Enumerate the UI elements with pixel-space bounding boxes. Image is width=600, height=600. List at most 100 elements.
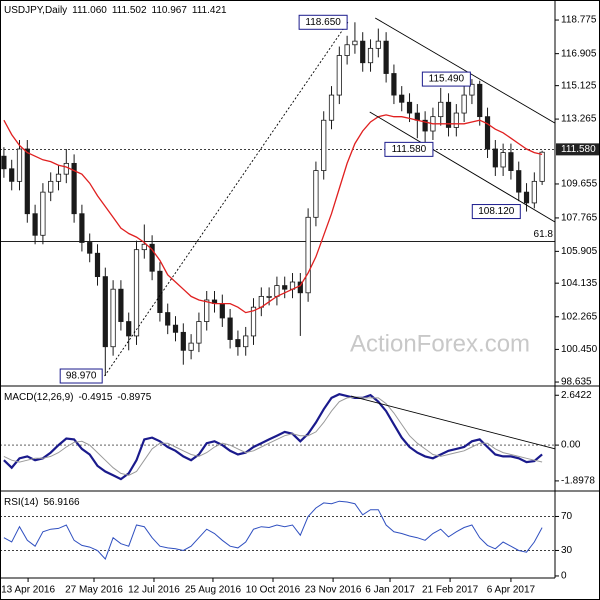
candle-body [250,306,257,337]
candle-body [157,270,163,313]
panel [0,17,555,377]
y-tick-label: 109.655 [561,179,598,190]
candle-body [508,152,514,171]
candle-body [24,148,30,215]
candle-body [71,162,77,215]
series-line [3,114,543,314]
trend-line [374,17,555,124]
candle-body [133,249,140,337]
y-tick-label: 107.765 [561,213,598,224]
candle-body [531,180,537,204]
trend-line [350,395,555,450]
candle-body [484,116,491,150]
watermark: ActionForex.com [350,330,530,357]
y-tick-label: 104.135 [561,278,598,289]
candle-body [523,191,530,204]
panel-header: RSI(14) 56.9166 [4,497,80,508]
panel [0,393,555,481]
candle-body [399,94,405,103]
panel-title: MACD(12,26,9) [4,392,73,403]
candle-body [360,40,366,64]
candle-body [297,281,303,294]
candle-body [126,321,132,337]
candle-body [352,40,358,46]
candle-body [141,243,147,251]
y-tick-label: 102.265 [561,311,598,322]
candle-body [40,191,46,236]
annotation-label: 115.490 [429,74,465,85]
candle-body [406,101,413,114]
candle-body [9,168,15,182]
candle-body [492,148,498,168]
x-tick-label: 6 Apr 2017 [487,585,536,596]
price-tag-label: 111.580 [561,144,596,155]
y-tick-label: 0.00 [561,440,581,451]
candle-body [79,213,85,243]
candle-body [438,101,444,118]
x-tick-label: 12 Jul 2016 [128,585,180,596]
x-tick-label: 6 Jan 2017 [365,585,415,596]
y-tick-label: 70 [561,511,573,522]
candle-body [516,170,522,193]
candle-body [274,285,280,297]
candle-body [367,47,374,64]
candle-body [94,252,101,278]
y-tick-label: 30 [561,545,573,556]
candle-body [243,335,249,348]
candle-body [180,331,186,351]
candle-body [266,295,272,298]
x-tick-label: 27 May 2016 [65,585,123,596]
panel-header: USDJPY,Daily 111.060 111.502 110.967 111.421 [4,5,227,16]
candle-body [32,213,38,236]
x-tick-label: 13 Apr 2016 [1,585,55,596]
annotation-box [384,141,434,157]
candle-body [344,44,350,56]
candle-body [500,152,506,168]
series-line [3,396,543,476]
y-tick-label: 0 [561,571,567,582]
candle-body [282,285,288,290]
candle-body [328,94,335,121]
panel-title: USDJPY,Daily [4,5,67,16]
y-tick-label: 118.775 [561,15,597,26]
candle-body [422,119,428,132]
candle-body [469,83,475,96]
header-value: 110.967 [152,5,188,16]
price-tag [556,143,599,156]
candle-body [102,276,108,348]
candle-body [118,288,124,322]
candle-body [539,151,545,182]
candle-body [48,180,54,193]
candle-body [172,324,179,333]
candle-body [383,40,389,74]
annotation-label: 108.120 [478,206,515,217]
annotation-box [298,14,348,30]
candle-body [227,317,233,340]
candle-body [110,288,116,348]
candle-body [453,112,459,128]
y-tick-label: 115.125 [561,80,597,91]
panel-header: MACD(12,26,9) -0.4915 -0.8975 [4,392,152,403]
trend-line [104,22,349,377]
x-tick-label: 23 Nov 2016 [305,585,362,596]
series-line [3,500,543,560]
y-tick-label: 113.265 [561,114,597,125]
candle-body [1,155,7,170]
series-line [3,393,543,481]
candle-body [375,40,381,49]
candle-body [391,73,397,96]
candle-body [149,243,155,272]
candle-body [63,162,69,175]
candle-body [477,83,483,118]
candle-body [321,119,327,171]
candle-body [204,299,210,322]
x-tick-label: 21 Feb 2017 [422,585,479,596]
candle-body [165,312,171,326]
panel-title: RSI(14) [4,497,38,508]
y-tick-label: 116.905 [561,48,597,59]
panel [0,500,555,560]
header-value: 111.421 [192,5,227,16]
header-value: -0.8975 [117,392,151,403]
